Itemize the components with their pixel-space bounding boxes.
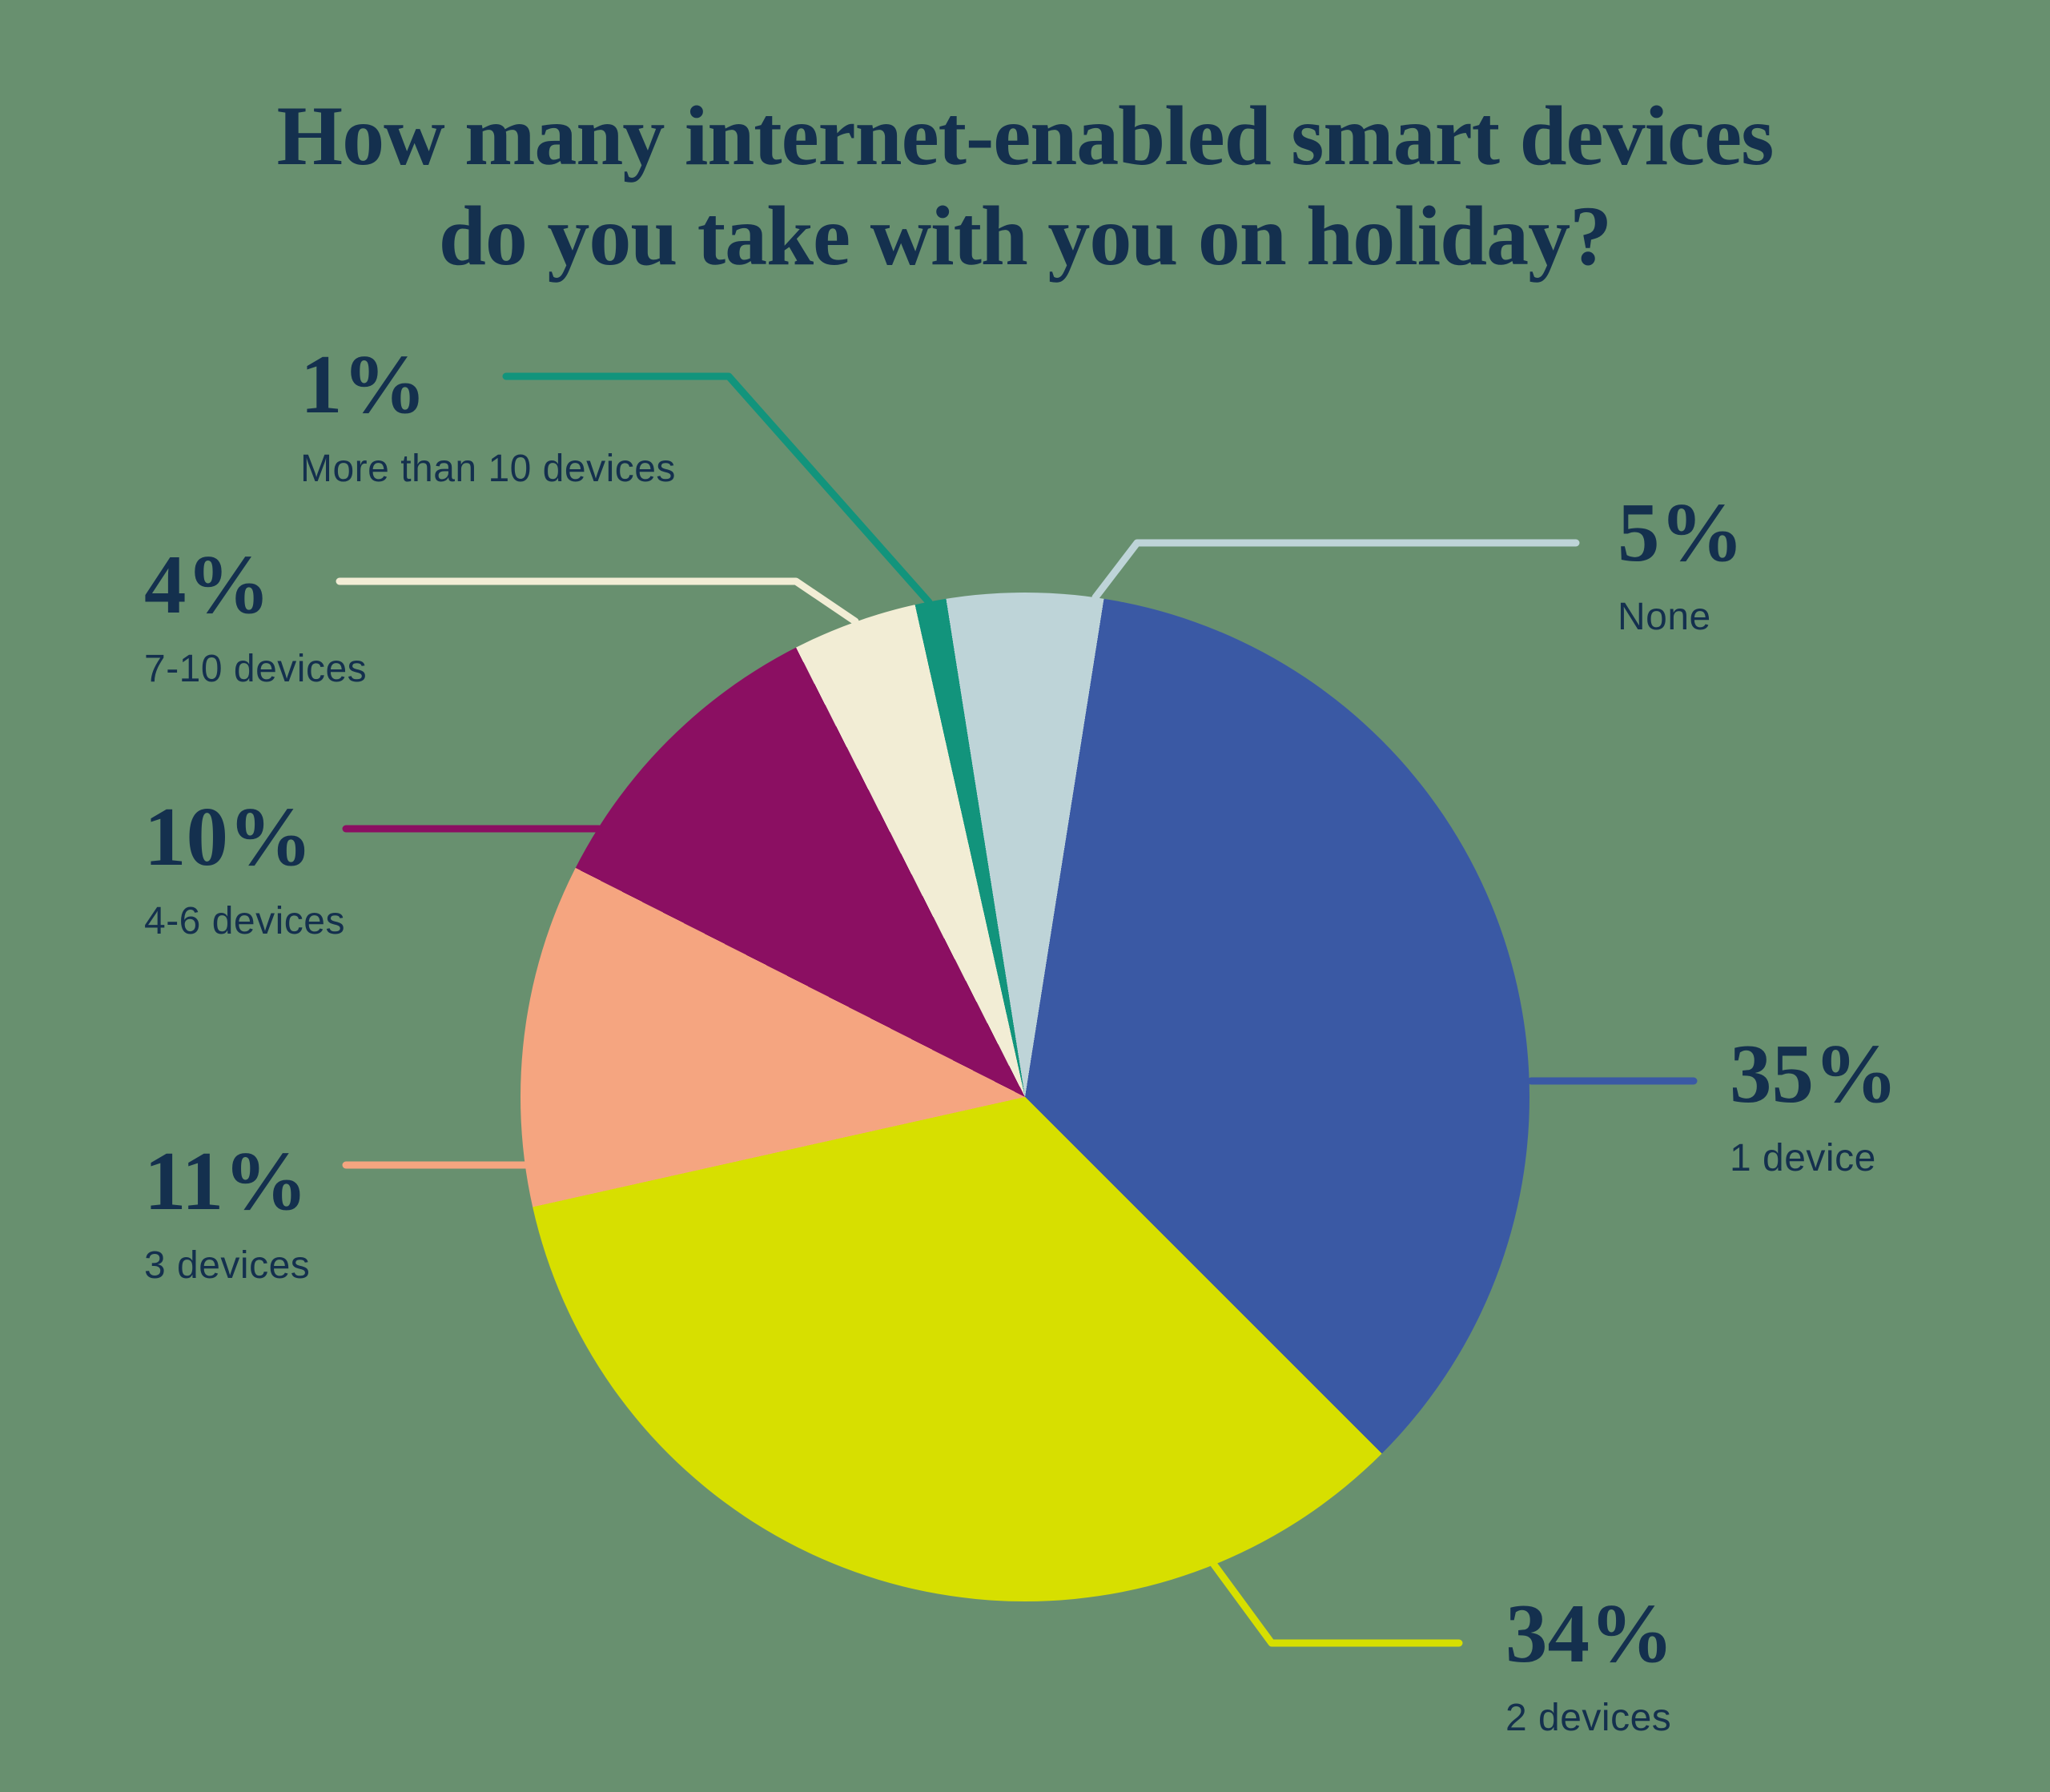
category-label: 4-6 devices (144, 900, 345, 942)
callout-4-6-devices: 10% 4-6 devices (144, 794, 345, 943)
callout-more-than-10-devices: 1% More than 10 devices (300, 342, 676, 491)
category-label: More than 10 devices (300, 448, 676, 490)
callout-none: 5% None (1618, 490, 1744, 639)
callout-3-devices: 11% 3 devices (144, 1139, 310, 1288)
percent-label: 10% (144, 790, 312, 883)
leader-line-2-devices (1210, 1561, 1463, 1647)
page-title-line-1: How many internet-enabled smart devices (276, 89, 1775, 183)
category-label: 7-10 devices (144, 648, 368, 690)
page-title: How many internet-enabled smart devices … (0, 86, 2050, 286)
percent-label: 1% (300, 337, 427, 431)
percent-label: 5% (1618, 485, 1744, 579)
category-label: None (1618, 596, 1711, 638)
category-label: 3 devices (144, 1244, 311, 1287)
category-label: 1 device (1730, 1137, 1876, 1179)
percent-label: 11% (144, 1134, 308, 1227)
percent-label: 34% (1505, 1586, 1674, 1680)
leader-line-none (1091, 539, 1580, 601)
callout-7-10-devices: 4% 7-10 devices (144, 542, 367, 691)
category-label: 2 devices (1505, 1697, 1672, 1739)
leader-line-7-10-devices (336, 577, 859, 625)
percent-label: 35% (1730, 1027, 1898, 1120)
callout-1-device: 35% 1 device (1730, 1031, 1898, 1180)
percent-label: 4% (144, 537, 271, 631)
pie-chart (521, 593, 1529, 1601)
callout-2-devices: 34% 2 devices (1505, 1591, 1674, 1740)
page-title-line-2: do you take with you on holiday? (438, 189, 1612, 283)
